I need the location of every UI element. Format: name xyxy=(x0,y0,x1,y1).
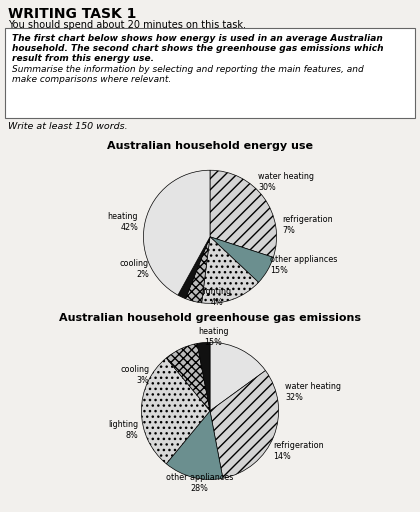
Wedge shape xyxy=(166,344,210,411)
Text: cooling
2%: cooling 2% xyxy=(120,259,149,279)
Text: heating
15%: heating 15% xyxy=(198,327,228,347)
Wedge shape xyxy=(186,237,210,303)
Wedge shape xyxy=(202,237,259,303)
Wedge shape xyxy=(210,237,273,282)
Text: Summarise the information by selecting and reporting the main features, and: Summarise the information by selecting a… xyxy=(12,65,364,74)
Text: You should spend about 20 minutes on this task.: You should spend about 20 minutes on thi… xyxy=(8,20,246,30)
Text: lighting
8%: lighting 8% xyxy=(108,420,138,440)
Text: The first chart below shows how energy is used in an average Australian: The first chart below shows how energy i… xyxy=(12,34,383,43)
Text: other appliances
28%: other appliances 28% xyxy=(166,473,234,493)
Text: cooling
3%: cooling 3% xyxy=(121,365,150,385)
Wedge shape xyxy=(142,358,210,464)
Text: water heating
30%: water heating 30% xyxy=(258,172,314,193)
Text: make comparisons where relevant.: make comparisons where relevant. xyxy=(12,75,171,84)
Text: heating
42%: heating 42% xyxy=(108,212,138,232)
Text: household. The second chart shows the greenhouse gas emissions which: household. The second chart shows the gr… xyxy=(12,44,383,53)
Text: refrigeration
7%: refrigeration 7% xyxy=(282,215,333,235)
Wedge shape xyxy=(144,170,210,295)
Text: Write at least 150 words.: Write at least 150 words. xyxy=(8,122,128,131)
Wedge shape xyxy=(210,371,278,478)
Text: refrigeration
14%: refrigeration 14% xyxy=(273,441,324,461)
Wedge shape xyxy=(178,237,210,298)
Wedge shape xyxy=(210,343,265,411)
Wedge shape xyxy=(166,411,223,479)
Text: result from this energy use.: result from this energy use. xyxy=(12,54,154,63)
Text: WRITING TASK 1: WRITING TASK 1 xyxy=(8,7,136,21)
Text: lighting
4%: lighting 4% xyxy=(202,287,232,307)
Text: other appliances
15%: other appliances 15% xyxy=(270,254,337,275)
Wedge shape xyxy=(197,343,210,411)
Wedge shape xyxy=(210,170,276,258)
Title: Australian household energy use: Australian household energy use xyxy=(107,141,313,152)
Text: water heating
32%: water heating 32% xyxy=(286,381,341,402)
FancyBboxPatch shape xyxy=(5,28,415,118)
Title: Australian household greenhouse gas emissions: Australian household greenhouse gas emis… xyxy=(59,313,361,323)
